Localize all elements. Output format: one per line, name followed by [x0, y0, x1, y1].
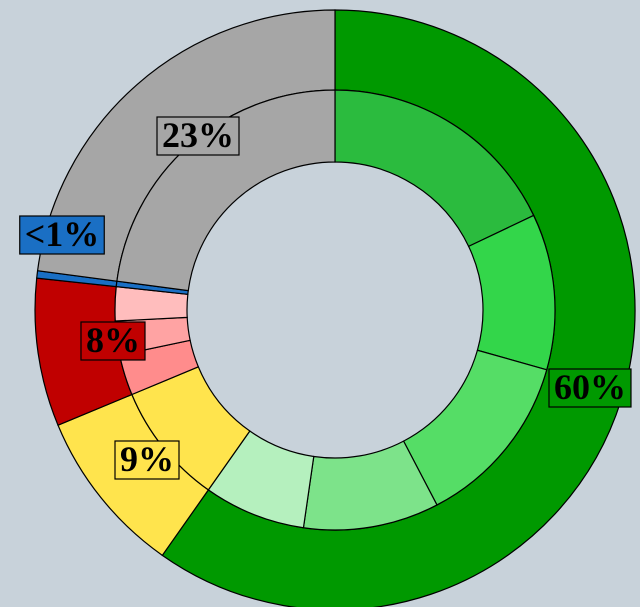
value-label: 23% — [162, 115, 234, 155]
label-box — [19, 215, 105, 255]
value-label: 8% — [86, 320, 140, 360]
value-label: <1% — [25, 214, 100, 254]
donut-segment — [116, 89, 336, 292]
label-box — [80, 321, 146, 361]
label-box — [548, 368, 632, 408]
label-box — [114, 440, 180, 480]
value-label: 60% — [554, 367, 626, 407]
value-label: 9% — [120, 439, 174, 479]
label-box — [156, 116, 240, 156]
